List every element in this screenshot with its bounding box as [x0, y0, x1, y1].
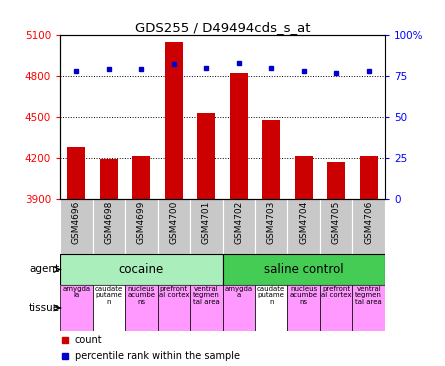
Text: GSM4696: GSM4696: [72, 201, 81, 244]
Bar: [320, 285, 352, 331]
Bar: [320, 199, 352, 254]
Bar: [125, 199, 158, 254]
Text: ventral
tegmen
tal area: ventral tegmen tal area: [193, 286, 220, 305]
Bar: [165, 42, 183, 199]
Bar: [295, 156, 313, 199]
Text: prefront
al cortex: prefront al cortex: [158, 286, 189, 298]
Bar: [132, 156, 150, 199]
Text: GSM4703: GSM4703: [267, 201, 276, 244]
Bar: [93, 285, 125, 331]
Bar: [158, 199, 190, 254]
Text: percentile rank within the sample: percentile rank within the sample: [75, 351, 240, 361]
Text: GSM4701: GSM4701: [202, 201, 211, 244]
Bar: [158, 285, 190, 331]
Text: ventral
tegmen
tal area: ventral tegmen tal area: [355, 286, 382, 305]
Bar: [262, 120, 280, 199]
Bar: [60, 285, 93, 331]
Bar: [287, 285, 320, 331]
Bar: [222, 254, 385, 285]
Bar: [190, 199, 222, 254]
Bar: [327, 163, 345, 199]
Text: nucleus
acumbe
ns: nucleus acumbe ns: [290, 286, 318, 305]
Text: amygda
a: amygda a: [225, 286, 253, 298]
Text: cocaine: cocaine: [119, 263, 164, 276]
Bar: [190, 285, 222, 331]
Bar: [125, 285, 158, 331]
Bar: [352, 285, 385, 331]
Text: saline control: saline control: [264, 263, 344, 276]
Text: agent: agent: [29, 265, 60, 274]
Text: GSM4704: GSM4704: [299, 201, 308, 244]
Text: GSM4705: GSM4705: [332, 201, 341, 244]
Text: caudate
putame
n: caudate putame n: [257, 286, 285, 305]
Text: tissue: tissue: [28, 303, 60, 313]
Title: GDS255 / D49494cds_s_at: GDS255 / D49494cds_s_at: [135, 20, 310, 34]
Bar: [93, 199, 125, 254]
Bar: [67, 147, 85, 199]
Bar: [255, 285, 287, 331]
Bar: [60, 199, 93, 254]
Text: GSM4706: GSM4706: [364, 201, 373, 244]
Text: amygda
la: amygda la: [62, 286, 90, 298]
Text: GSM4702: GSM4702: [234, 201, 243, 244]
Bar: [60, 254, 222, 285]
Text: caudate
putame
n: caudate putame n: [95, 286, 123, 305]
Text: GSM4700: GSM4700: [169, 201, 178, 244]
Bar: [352, 199, 385, 254]
Text: GSM4699: GSM4699: [137, 201, 146, 244]
Bar: [360, 156, 378, 199]
Bar: [255, 199, 287, 254]
Text: nucleus
acumbe
ns: nucleus acumbe ns: [127, 286, 155, 305]
Bar: [100, 159, 118, 199]
Bar: [222, 199, 255, 254]
Bar: [197, 113, 215, 199]
Text: count: count: [75, 336, 102, 346]
Bar: [222, 285, 255, 331]
Text: prefront
al cortex: prefront al cortex: [321, 286, 352, 298]
Text: GSM4698: GSM4698: [104, 201, 113, 244]
Bar: [230, 73, 248, 199]
Bar: [287, 199, 320, 254]
